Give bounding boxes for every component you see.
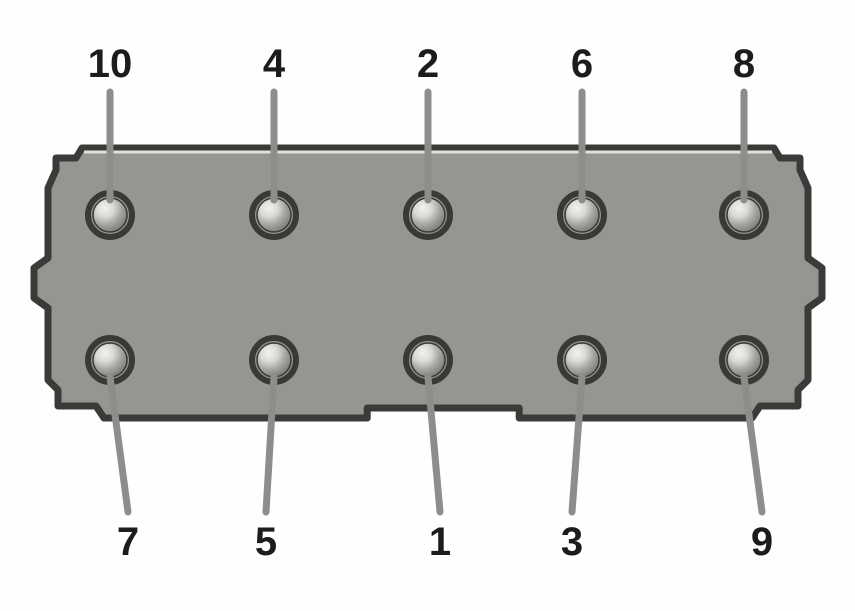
label-bottom-2: 1 bbox=[429, 520, 451, 565]
label-bottom-0: 7 bbox=[117, 520, 139, 565]
label-bottom-4: 9 bbox=[751, 520, 773, 565]
label-top-2: 2 bbox=[417, 42, 439, 87]
label-top-4: 8 bbox=[733, 42, 755, 87]
label-top-0: 10 bbox=[88, 42, 133, 87]
label-bottom-3: 3 bbox=[561, 520, 583, 565]
label-bottom-1: 5 bbox=[255, 520, 277, 565]
label-top-1: 4 bbox=[263, 42, 285, 87]
label-top-3: 6 bbox=[571, 42, 593, 87]
